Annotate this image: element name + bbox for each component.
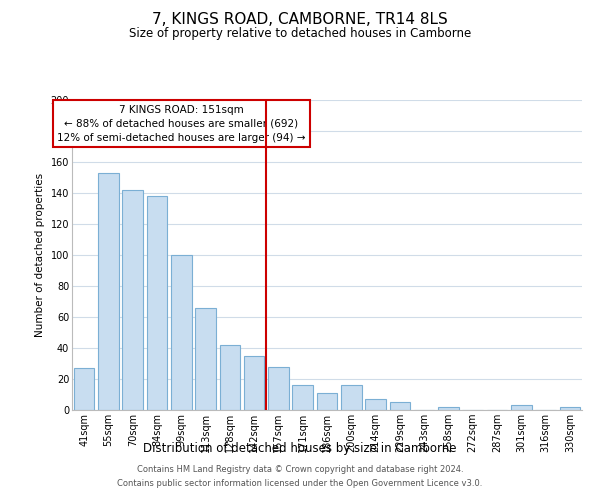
Bar [560, 407, 580, 410]
Bar [292, 385, 313, 410]
Bar [74, 368, 94, 410]
Bar [146, 196, 167, 410]
Bar [341, 385, 362, 410]
Bar [365, 399, 386, 410]
Bar [389, 402, 410, 410]
Bar [511, 406, 532, 410]
Bar [98, 173, 119, 410]
Text: Distribution of detached houses by size in Camborne: Distribution of detached houses by size … [143, 442, 457, 455]
Bar [438, 407, 459, 410]
Bar [317, 393, 337, 410]
Bar [195, 308, 216, 410]
Bar [171, 255, 191, 410]
Text: Contains HM Land Registry data © Crown copyright and database right 2024.
Contai: Contains HM Land Registry data © Crown c… [118, 466, 482, 487]
Bar [122, 190, 143, 410]
Bar [268, 366, 289, 410]
Text: 7 KINGS ROAD: 151sqm
← 88% of detached houses are smaller (692)
12% of semi-deta: 7 KINGS ROAD: 151sqm ← 88% of detached h… [57, 104, 305, 142]
Bar [244, 356, 265, 410]
Bar [220, 345, 240, 410]
Y-axis label: Number of detached properties: Number of detached properties [35, 173, 45, 337]
Text: Size of property relative to detached houses in Camborne: Size of property relative to detached ho… [129, 28, 471, 40]
Text: 7, KINGS ROAD, CAMBORNE, TR14 8LS: 7, KINGS ROAD, CAMBORNE, TR14 8LS [152, 12, 448, 28]
